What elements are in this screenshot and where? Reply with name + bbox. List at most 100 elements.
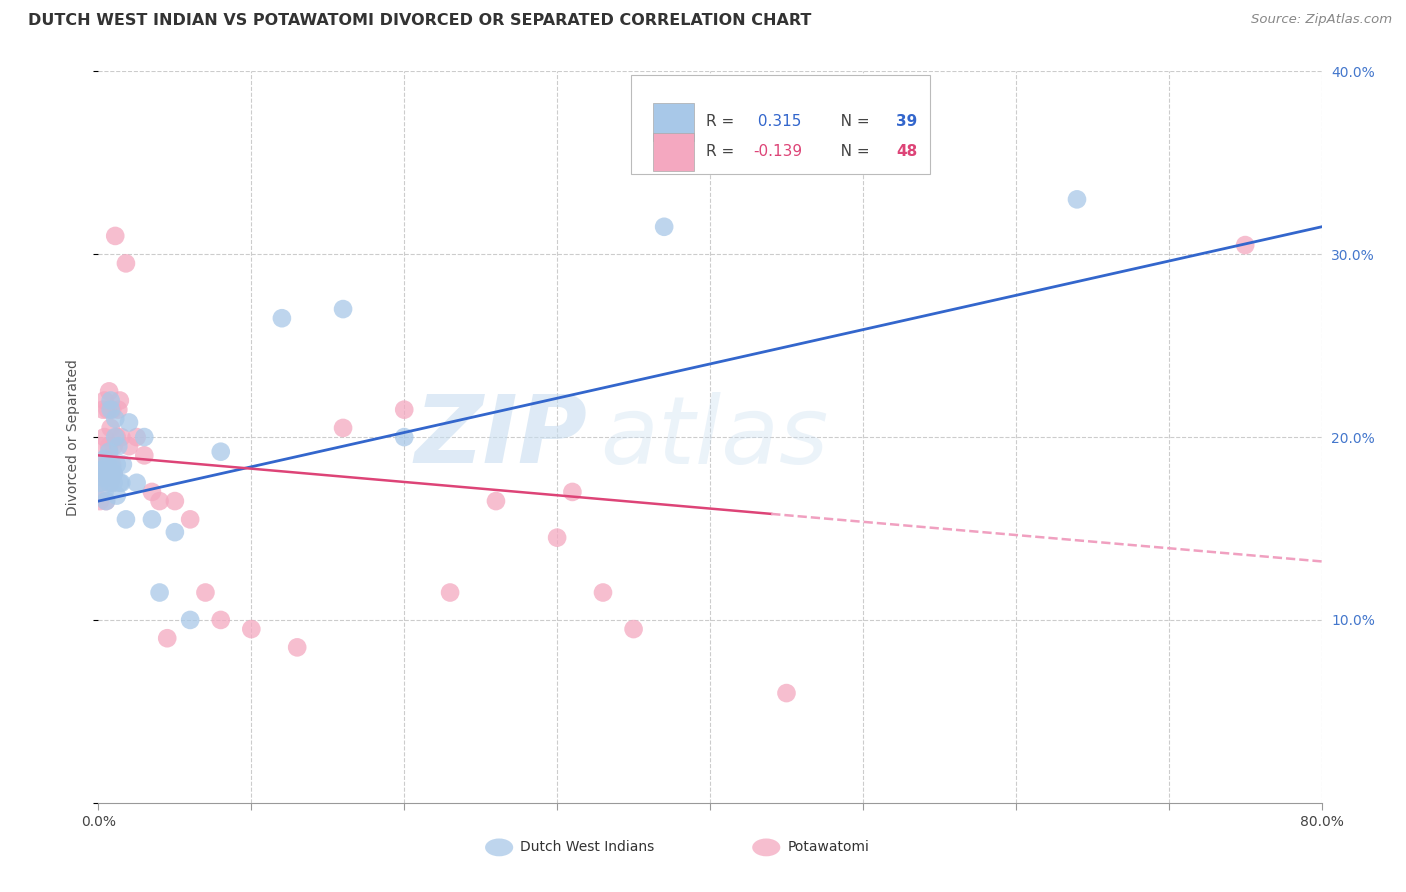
Point [285, 640, 308, 655]
Point [439, 585, 461, 599]
Point [100, 475, 122, 490]
Point [110, 475, 132, 490]
Point [103, 467, 125, 481]
Point [98, 384, 121, 399]
Point [134, 430, 156, 444]
Point [104, 228, 127, 243]
Point [93, 430, 115, 444]
Point [97, 458, 120, 472]
Text: Source: ZipAtlas.com: Source: ZipAtlas.com [1251, 13, 1392, 27]
Point [103, 467, 125, 481]
Point [101, 461, 124, 475]
Point [93, 393, 115, 408]
Text: Potawatomi: Potawatomi [787, 840, 869, 855]
Point [561, 485, 583, 500]
Point [149, 494, 172, 508]
Text: atlas: atlas [600, 392, 828, 483]
Point [91, 402, 114, 417]
Text: -0.139: -0.139 [752, 145, 801, 160]
Point [105, 489, 128, 503]
Point [100, 393, 122, 408]
Point [98, 475, 121, 490]
Point [156, 632, 179, 646]
Point [240, 622, 263, 636]
Text: 48: 48 [896, 145, 917, 160]
Text: R =: R = [706, 145, 740, 160]
Point [592, 585, 614, 599]
Point [89, 475, 111, 490]
Point [141, 485, 163, 500]
Point [209, 444, 232, 458]
Point [104, 430, 127, 444]
Point [107, 439, 129, 453]
Point [485, 494, 508, 508]
Point [179, 613, 201, 627]
Text: N =: N = [827, 114, 875, 129]
Point [149, 585, 172, 599]
Point [392, 402, 416, 417]
Point [100, 421, 122, 435]
Point [546, 531, 568, 545]
Point [118, 416, 141, 430]
Point [101, 470, 124, 484]
Point [107, 402, 129, 417]
Point [209, 613, 232, 627]
Y-axis label: Divorced or Separated: Divorced or Separated [66, 359, 80, 516]
Point [97, 470, 120, 484]
Text: N =: N = [827, 145, 875, 160]
Point [93, 485, 115, 500]
Point [105, 458, 128, 472]
Point [270, 311, 292, 326]
Point [103, 475, 125, 490]
Point [115, 512, 138, 526]
Point [101, 458, 124, 472]
Point [90, 475, 112, 490]
Point [94, 458, 117, 472]
Point [163, 525, 186, 540]
FancyBboxPatch shape [652, 103, 695, 141]
Point [141, 512, 163, 526]
Point [179, 512, 201, 526]
Point [97, 402, 120, 417]
Point [105, 430, 128, 444]
Point [194, 585, 217, 599]
Point [392, 430, 416, 444]
Point [98, 439, 121, 453]
Text: ZIP: ZIP [415, 391, 588, 483]
Point [91, 470, 114, 484]
Point [118, 439, 141, 453]
Point [332, 301, 354, 317]
Point [94, 461, 117, 475]
Point [111, 458, 134, 472]
Point [125, 430, 148, 444]
Point [101, 402, 124, 417]
Point [98, 444, 121, 458]
Point [108, 393, 131, 408]
Point [110, 430, 132, 444]
Point [652, 219, 675, 234]
Point [94, 494, 117, 508]
Point [1066, 192, 1088, 206]
Text: DUTCH WEST INDIAN VS POTAWATOMI DIVORCED OR SEPARATED CORRELATION CHART: DUTCH WEST INDIAN VS POTAWATOMI DIVORCED… [28, 13, 811, 29]
Point [93, 452, 115, 467]
Text: R =: R = [706, 114, 740, 129]
Point [623, 622, 645, 636]
Point [104, 412, 127, 426]
Point [94, 494, 117, 508]
Point [97, 458, 120, 472]
Point [115, 256, 138, 270]
Text: 0.315: 0.315 [752, 114, 801, 129]
Point [89, 458, 111, 472]
Point [108, 475, 131, 490]
Point [91, 467, 114, 481]
Point [125, 475, 148, 490]
Point [332, 421, 354, 435]
Point [90, 439, 112, 453]
FancyBboxPatch shape [630, 75, 931, 174]
Point [134, 449, 156, 463]
Point [775, 686, 797, 700]
Point [90, 463, 112, 477]
Point [1234, 238, 1257, 252]
Point [163, 494, 186, 508]
Point [89, 494, 111, 508]
